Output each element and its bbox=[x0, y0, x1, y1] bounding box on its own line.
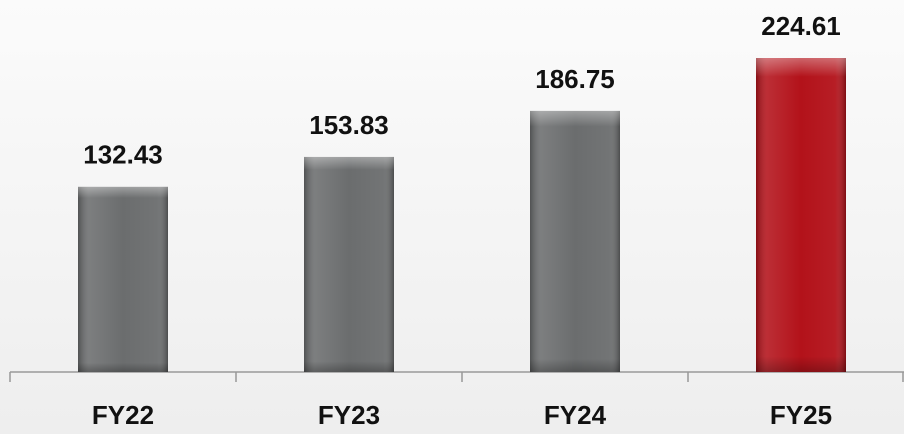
data-label: 224.61 bbox=[761, 11, 841, 41]
bar-shade bbox=[78, 186, 168, 372]
x-tick-label: FY22 bbox=[92, 400, 154, 430]
x-tick-label: FY23 bbox=[318, 400, 380, 430]
bar-shade bbox=[530, 110, 620, 372]
bar-shade bbox=[304, 156, 394, 372]
x-tick-label: FY24 bbox=[544, 400, 607, 430]
data-label: 186.75 bbox=[535, 64, 615, 94]
bar-shade bbox=[756, 58, 846, 372]
x-tick-label: FY25 bbox=[770, 400, 832, 430]
data-label: 153.83 bbox=[309, 110, 389, 140]
data-label: 132.43 bbox=[83, 140, 163, 170]
